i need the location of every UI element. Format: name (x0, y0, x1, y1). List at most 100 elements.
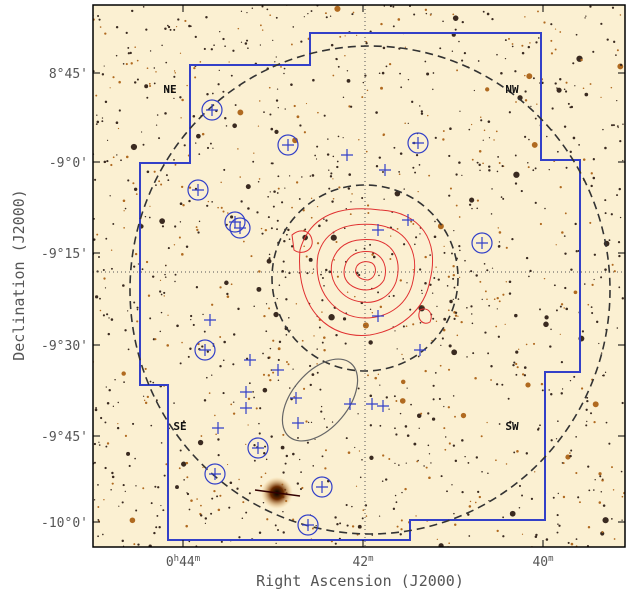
star (197, 439, 204, 446)
source-circle (194, 339, 216, 361)
star (618, 187, 621, 191)
star (532, 342, 536, 345)
star (385, 65, 388, 68)
star (260, 227, 263, 230)
star (226, 295, 230, 298)
star (261, 29, 264, 31)
star (281, 270, 284, 273)
star (472, 352, 475, 355)
star (585, 424, 588, 427)
star (228, 506, 231, 509)
star (258, 178, 261, 180)
star (451, 252, 453, 255)
star (245, 39, 249, 42)
star (443, 427, 446, 430)
star (163, 474, 166, 477)
star (321, 341, 324, 344)
star (557, 492, 559, 495)
star (135, 509, 138, 512)
star (269, 378, 272, 382)
star (268, 253, 271, 256)
star (285, 361, 288, 363)
tick-label-part: 0 (166, 555, 174, 570)
star (96, 114, 98, 116)
star (511, 43, 514, 45)
star (388, 408, 390, 410)
star (501, 383, 504, 386)
star (515, 362, 518, 366)
star (382, 134, 385, 137)
star (615, 54, 617, 56)
star (186, 84, 188, 87)
star (565, 166, 568, 169)
star (283, 67, 286, 70)
star (204, 522, 207, 525)
star (272, 205, 275, 208)
star (470, 123, 473, 126)
star (260, 476, 263, 478)
source-cross (209, 468, 221, 480)
source-circle (204, 463, 226, 485)
star (440, 344, 442, 347)
star (335, 240, 338, 244)
star (589, 83, 592, 85)
star (560, 361, 564, 364)
star (498, 231, 502, 234)
star (224, 280, 229, 286)
star (514, 70, 517, 73)
source-cross (206, 104, 218, 116)
star (502, 197, 505, 200)
star (347, 451, 351, 454)
star (552, 496, 555, 499)
star (303, 245, 305, 247)
star (153, 67, 156, 69)
star (412, 223, 415, 225)
star (267, 195, 270, 198)
star (298, 198, 301, 200)
star (400, 519, 403, 522)
star (534, 117, 537, 120)
star (546, 135, 548, 138)
star (99, 297, 101, 300)
star (253, 396, 255, 399)
star (420, 412, 423, 415)
star (222, 392, 225, 395)
star (528, 138, 530, 141)
star (487, 352, 490, 355)
star (525, 452, 529, 455)
star (394, 494, 397, 497)
star (516, 366, 519, 369)
star (598, 472, 602, 476)
star (454, 314, 458, 317)
star (495, 459, 497, 462)
star (238, 536, 241, 539)
star (357, 387, 360, 390)
star (365, 150, 368, 153)
star (276, 88, 279, 90)
star (122, 63, 125, 65)
star (525, 382, 531, 388)
star (302, 209, 305, 212)
star (487, 120, 491, 123)
star (438, 543, 444, 547)
star (424, 255, 427, 259)
star (455, 173, 458, 176)
star (500, 196, 503, 198)
source-cross (341, 149, 353, 161)
star (174, 273, 177, 276)
star (479, 169, 481, 172)
star (206, 92, 209, 96)
star (392, 25, 395, 28)
star (424, 8, 428, 11)
star (153, 531, 156, 535)
star (336, 522, 339, 526)
star (338, 186, 341, 189)
star (457, 298, 460, 300)
star (590, 172, 593, 175)
star (305, 420, 308, 423)
star (132, 182, 135, 185)
star (575, 436, 577, 438)
star (118, 505, 120, 507)
star (469, 197, 475, 203)
star (124, 207, 127, 210)
